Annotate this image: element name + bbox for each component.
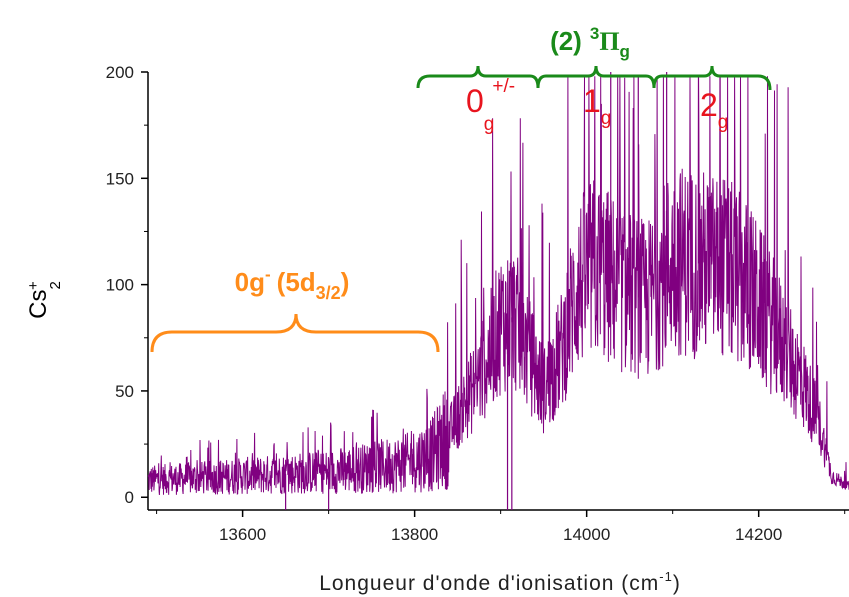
y-axis-title-sup: +: [25, 281, 42, 290]
svg-text:Cs2: Cs2: [25, 281, 64, 319]
series-trace: [147, 75, 849, 496]
x-tick-label: 14200: [735, 525, 782, 544]
red-state-labels: 0g+/- 1g 2g: [466, 76, 728, 135]
y-tick-label: 0: [125, 488, 134, 507]
state-1g-label: 1g: [583, 83, 611, 129]
green-state-label: (2) 3Πg: [550, 24, 630, 61]
green-brace: [416, 65, 772, 91]
state-2g-label: 2g: [700, 87, 728, 133]
orange-state-label: 0g- (5d3/2): [235, 265, 350, 303]
green-annotation: (2) 3Πg: [416, 24, 772, 91]
y-ticks: 0 50 100 150 200: [106, 63, 148, 507]
data-layer: [147, 72, 849, 510]
y-tick-label: 50: [115, 382, 134, 401]
orange-annotation: 0g- (5d3/2): [150, 265, 440, 353]
y-tick-label: 150: [106, 169, 134, 188]
y-axis-title: Cs2 +: [25, 281, 64, 319]
y-tick-label: 200: [106, 63, 134, 82]
spike-layer: [285, 72, 700, 510]
x-ticks: 13600 13800 14000 14200: [156, 510, 846, 544]
x-tick-label: 14000: [563, 525, 610, 544]
x-tick-label: 13800: [391, 525, 438, 544]
orange-brace: [150, 313, 440, 353]
plot-area: [147, 72, 849, 511]
x-tick-label: 13600: [219, 525, 266, 544]
state-0g-label: 0g+/-: [466, 76, 515, 135]
x-axis-title: Longueur d'onde d'ionisation (cm-1): [319, 569, 681, 595]
y-tick-label: 100: [106, 276, 134, 295]
